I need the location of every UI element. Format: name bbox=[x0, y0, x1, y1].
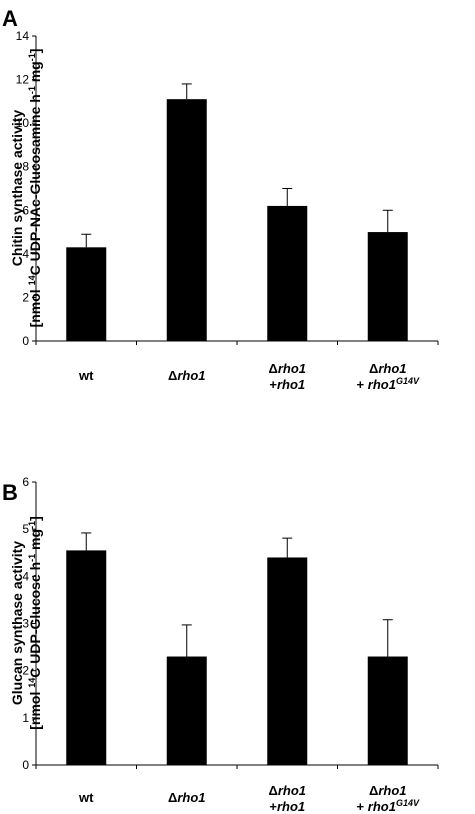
bar bbox=[367, 656, 408, 765]
y-tick-label: 4 bbox=[22, 247, 29, 261]
bar bbox=[267, 205, 308, 341]
bar bbox=[367, 232, 408, 341]
x-tick-label: + rho1G14V bbox=[357, 376, 420, 392]
x-tick-label: + rho1G14V bbox=[357, 798, 420, 814]
x-tick-label: Δrho1 bbox=[268, 361, 306, 376]
y-axis-title: Chitin synthase activity bbox=[9, 110, 25, 267]
x-tick-label: wt bbox=[78, 790, 94, 805]
panel-a-letter: A bbox=[2, 6, 18, 31]
y-tick-label: 2 bbox=[22, 664, 29, 678]
y-tick-label: 6 bbox=[22, 203, 29, 217]
y-tick-label: 14 bbox=[16, 29, 30, 43]
y-tick-label: 3 bbox=[22, 617, 29, 631]
y-tick-label: 0 bbox=[22, 334, 29, 348]
y-tick-label: 1 bbox=[22, 711, 29, 725]
x-tick-label: Δrho1 bbox=[369, 361, 407, 376]
x-tick-label: Δrho1 bbox=[168, 790, 206, 805]
y-tick-label: 8 bbox=[22, 160, 29, 174]
y-tick-label: 6 bbox=[22, 475, 29, 489]
x-tick-label: Δrho1 bbox=[369, 783, 407, 798]
x-tick-label: +rho1 bbox=[269, 799, 305, 814]
y-tick-label: 5 bbox=[22, 522, 29, 536]
x-tick-label: Δrho1 bbox=[268, 783, 306, 798]
x-tick-label: Δrho1 bbox=[168, 368, 206, 383]
bar bbox=[166, 656, 207, 765]
x-tick-label: wt bbox=[78, 368, 94, 383]
y-axis-unit: [nmol 14C UDP-Glucose h-1 mg-1] bbox=[27, 516, 43, 730]
bar bbox=[267, 557, 308, 765]
panel-b-letter: B bbox=[2, 480, 18, 505]
y-tick-label: 10 bbox=[16, 116, 30, 130]
bar bbox=[166, 99, 207, 341]
y-tick-label: 2 bbox=[22, 290, 29, 304]
bar bbox=[66, 550, 107, 765]
y-tick-label: 4 bbox=[22, 569, 29, 583]
x-tick-label: +rho1 bbox=[269, 377, 305, 392]
y-axis-unit: [nmol 14C UDP-NAc-Glucosamine h-1 mg-1] bbox=[27, 49, 43, 328]
y-tick-label: 0 bbox=[22, 758, 29, 772]
y-tick-label: 12 bbox=[16, 73, 30, 87]
y-axis-title: Glucan synthase activity bbox=[9, 541, 25, 705]
bar bbox=[66, 247, 107, 341]
